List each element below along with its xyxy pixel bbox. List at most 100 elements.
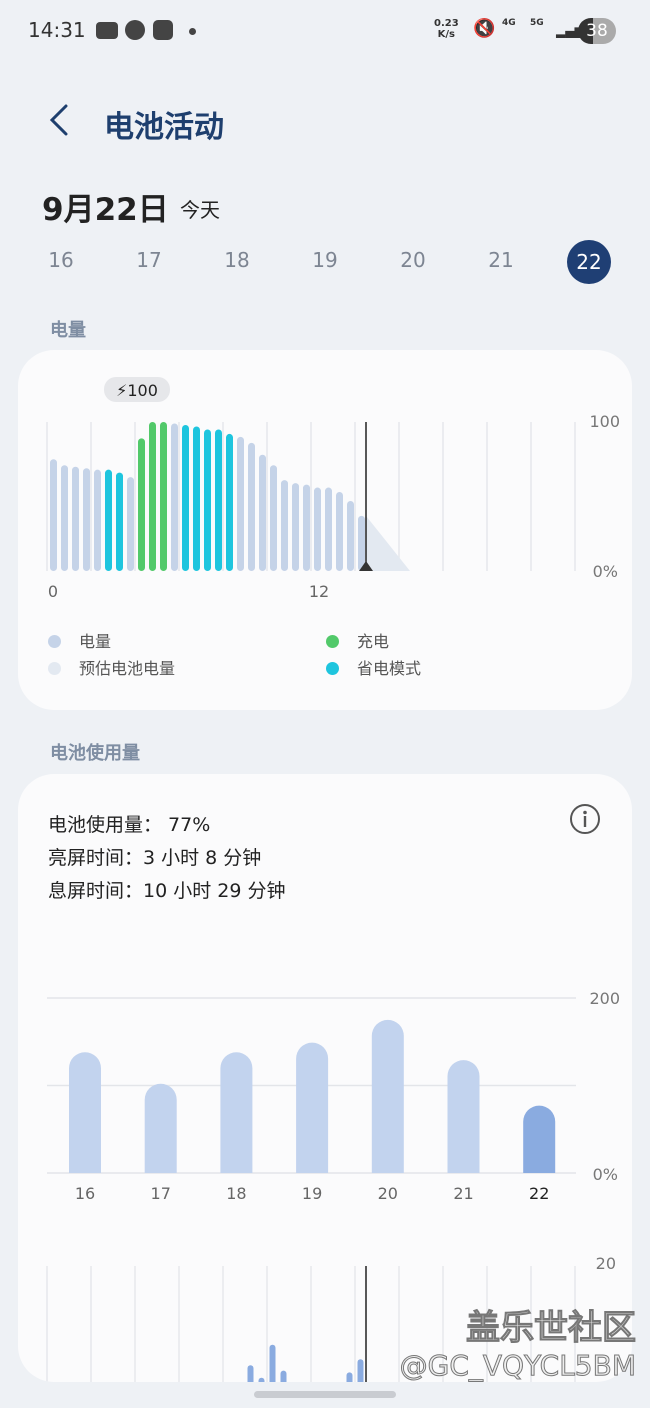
- net-speed: 0.23 K/s: [434, 18, 459, 40]
- battery-bar: [171, 423, 178, 571]
- battery-bar: [182, 424, 189, 571]
- current-time-marker: [359, 561, 373, 571]
- x-tick-label: 0: [48, 582, 58, 600]
- usage-summary: 电池使用量： 77% 亮屏时间：3 小时 8 分钟 息屏时间：10 小时 29 …: [48, 809, 285, 908]
- day-18[interactable]: 18: [224, 248, 250, 272]
- hourly-usage-chart: 20: [46, 1254, 616, 1382]
- legend-dot: [48, 635, 61, 648]
- battery-usage-card: 电池使用量： 77% 亮屏时间：3 小时 8 分钟 息屏时间：10 小时 29 …: [18, 774, 632, 1382]
- legend-item-level: 电量: [48, 628, 111, 652]
- max-tooltip-label: ⚡100: [116, 381, 158, 400]
- legend-item-estimated: 预估电池电量: [48, 655, 175, 679]
- signal-icon: ▂▄▆: [556, 24, 584, 38]
- signal-5g-icon: 5G: [530, 18, 544, 28]
- daily-usage-chart: 16 17 18 19 20 21 22 200 0%: [47, 989, 620, 1203]
- signal-4g-icon: 4G: [502, 18, 516, 28]
- x-tick-label: 18: [226, 1184, 246, 1203]
- legend-item-power-saving: 省电模式: [326, 655, 421, 679]
- usage-bar: [144, 1083, 177, 1173]
- hourly-usage-bar: [280, 1370, 287, 1382]
- usage-bar: [447, 1060, 480, 1173]
- battery-bar: [358, 515, 365, 571]
- battery-bar: [259, 454, 266, 571]
- legend-item-charging: 充电: [326, 628, 389, 652]
- hourly-usage-bar: [258, 1377, 265, 1382]
- day-17[interactable]: 17: [136, 248, 162, 272]
- day-22[interactable]: 22: [567, 240, 611, 284]
- x-tick-label: 20: [378, 1184, 398, 1203]
- day-19[interactable]: 19: [312, 248, 338, 272]
- x-tick-label: 19: [302, 1184, 322, 1203]
- battery-bar: [127, 477, 134, 571]
- max-tooltip: [104, 377, 170, 402]
- status-bar: 14:31 0.23 K/s 🔇 4G 5G ▂▄▆ 38: [0, 18, 650, 44]
- x-tick-label: 17: [151, 1184, 171, 1203]
- chevron-left-icon: [49, 104, 68, 136]
- battery-bar: [138, 438, 145, 571]
- x-tick-label: 21: [453, 1184, 473, 1203]
- today-label: 今天: [180, 198, 220, 222]
- day-21[interactable]: 21: [488, 248, 514, 272]
- heart-app-icon: [153, 20, 173, 40]
- hourly-usage-bar: [269, 1344, 276, 1382]
- battery-bar: [61, 465, 68, 571]
- battery-bar: [215, 429, 222, 571]
- usage-bar: [523, 1105, 556, 1173]
- y-tick-label: 0%: [593, 1165, 618, 1184]
- date-label: 9月22日: [42, 192, 169, 228]
- x-tick-label: 22: [529, 1184, 549, 1203]
- battery-bar: [226, 433, 233, 571]
- x-tick-label: 12: [309, 582, 329, 600]
- info-icon[interactable]: [568, 802, 602, 836]
- battery-bar: [149, 422, 156, 571]
- battery-bar: [270, 465, 277, 571]
- page-title: 电池活动: [104, 110, 224, 145]
- battery-bar: [347, 500, 354, 571]
- day-20[interactable]: 20: [400, 248, 426, 272]
- day-16[interactable]: 16: [48, 248, 74, 272]
- estimated-area: [366, 515, 410, 571]
- battery-bar: [83, 468, 90, 571]
- battery-bar: [281, 480, 288, 571]
- y-tick-label: 0%: [593, 562, 618, 581]
- back-button[interactable]: [40, 100, 80, 140]
- battery-bar: [204, 429, 211, 571]
- y-tick-label: 20: [596, 1254, 616, 1273]
- y-tick-label: 200: [589, 989, 620, 1008]
- hourly-usage-bar: [357, 1359, 364, 1382]
- battery-bar: [94, 469, 101, 571]
- battery-bar: [72, 466, 79, 571]
- battery-bar: [116, 472, 123, 571]
- usage-bar: [220, 1052, 253, 1173]
- mute-icon: 🔇: [473, 18, 496, 39]
- voicemail-icon: [96, 22, 118, 39]
- battery-bar: [105, 469, 112, 571]
- hourly-usage-bar: [247, 1365, 254, 1382]
- battery-bar: [193, 426, 200, 571]
- battery-section-label: 电量: [50, 320, 86, 341]
- watermark: 盖乐世社区 @GC_VQYCL5BM: [399, 1308, 636, 1383]
- battery-bar: [160, 422, 167, 571]
- legend-dot: [48, 662, 61, 675]
- usage-bar: [69, 1052, 101, 1173]
- legend-dot: [326, 635, 339, 648]
- battery-icon: 38: [578, 18, 616, 44]
- battery-bar: [237, 436, 244, 571]
- usage-bar: [296, 1042, 329, 1173]
- status-time: 14:31: [28, 18, 86, 42]
- battery-bar: [336, 492, 343, 571]
- battery-bar: [314, 487, 321, 571]
- screen-on-time: 亮屏时间：3 小时 8 分钟: [48, 847, 262, 869]
- battery-bar: [50, 459, 57, 571]
- battery-level-card: ⚡100 0 12 100 0% 电量 充电 预估电池电量 省电模式: [18, 350, 632, 710]
- battery-bar: [248, 442, 255, 571]
- usage-percent: 电池使用量： 77%: [48, 814, 211, 836]
- hourly-usage-bar: [346, 1372, 353, 1382]
- screen-off-time: 息屏时间：10 小时 29 分钟: [48, 880, 286, 902]
- dot-icon: [189, 28, 196, 35]
- legend-dot: [326, 662, 339, 675]
- battery-level-chart: ⚡100 0 12 100 0%: [46, 377, 620, 600]
- usage-section-label: 电池使用量: [50, 743, 140, 764]
- x-tick-label: 16: [75, 1184, 95, 1203]
- home-indicator[interactable]: [254, 1391, 396, 1398]
